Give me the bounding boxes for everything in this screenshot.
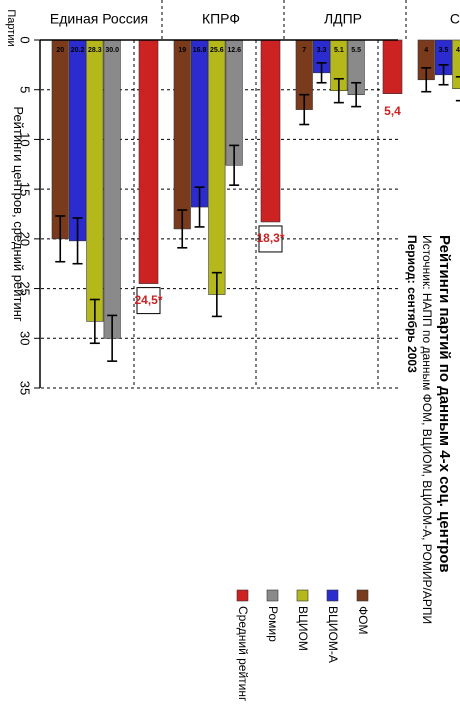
data-label-вциом: 28.3 bbox=[88, 47, 102, 54]
data-label-ромир: 12.6 bbox=[227, 47, 241, 54]
legend-label-средний-рейтинг: Средний рейтинг bbox=[236, 606, 250, 702]
data-label-фом: 19 bbox=[178, 47, 186, 54]
bar-вциом-а-кпрф bbox=[191, 39, 209, 208]
bar-вциом-кпрф bbox=[208, 39, 226, 295]
average-label-кпрф: 18,3* bbox=[256, 231, 284, 245]
bar-фом-кпрф bbox=[173, 39, 191, 230]
chart-source: Источник: НАПП по данным ФОМ, ВЦИОМ, ВЦИ… bbox=[420, 235, 434, 624]
bar-вциом-единая-россия bbox=[86, 39, 104, 322]
legend-label-ромир: Ромир bbox=[266, 606, 280, 642]
category-label-лдпр: ЛДПР bbox=[324, 11, 362, 27]
data-label-фом: 4 bbox=[424, 47, 428, 54]
x-tick-label-35: 35 bbox=[17, 381, 32, 395]
x-tick-label-25: 25 bbox=[17, 281, 32, 295]
legend-label-фом: ФОМ bbox=[356, 606, 370, 634]
data-label-вциом: 5.1 bbox=[334, 47, 344, 54]
legend-label-вциом-а: ВЦИОМ-А bbox=[326, 606, 340, 663]
x-tick-label-5: 5 bbox=[17, 86, 32, 93]
legend-swatch-ромир bbox=[266, 589, 279, 602]
x-tick-label-0: 0 bbox=[17, 36, 32, 43]
data-label-вциом-а: 3.3 bbox=[317, 47, 327, 54]
data-label-вциом-а: 20.2 bbox=[71, 47, 85, 54]
legend-swatch-вциом bbox=[296, 589, 309, 602]
average-label-единая-россия: 24,5* bbox=[134, 293, 162, 307]
legend-label-вциом: ВЦИОМ bbox=[296, 606, 310, 651]
bar-фом-единая-россия bbox=[51, 39, 69, 240]
chart-title: Рейтинги партий по данным 4-х соц. центр… bbox=[436, 235, 453, 573]
category-label-единая-россия: Единая Россия bbox=[50, 11, 148, 27]
average-label-box bbox=[136, 287, 161, 315]
legend-swatch-вциом-а bbox=[326, 589, 339, 602]
x-tick-label-10: 10 bbox=[17, 132, 32, 146]
category-label-спс: СПС bbox=[450, 11, 460, 27]
bar-вциом-а-единая-россия bbox=[68, 39, 87, 242]
bar-средний-рейтинг-единая-россия bbox=[138, 39, 159, 284]
category-label-кпрф: КПРФ bbox=[202, 11, 240, 27]
data-label-ромир: 5.5 bbox=[351, 47, 361, 54]
bar-средний-рейтинг-кпрф bbox=[260, 39, 281, 223]
data-label-ромир: 30.0 bbox=[105, 47, 119, 54]
data-label-фом: 7 bbox=[302, 47, 306, 54]
data-label-вциом-а: 3.5 bbox=[439, 47, 449, 54]
data-label-вциом: 4.9 bbox=[456, 47, 460, 54]
x-axis-label: Рейтинги центров, средний рейтинг bbox=[11, 106, 26, 322]
x-tick-label-15: 15 bbox=[17, 182, 32, 196]
average-label-лдпр: 5,4 bbox=[384, 104, 401, 118]
bar-ромир-единая-россия bbox=[103, 39, 121, 339]
x-tick-label-30: 30 bbox=[17, 331, 32, 345]
chart-period: Период: сентябрь 2003 bbox=[405, 235, 419, 373]
data-label-фом: 20 bbox=[56, 47, 64, 54]
x-tick-label-20: 20 bbox=[17, 232, 32, 246]
legend-swatch-фом bbox=[356, 589, 369, 602]
average-label-box bbox=[258, 225, 283, 253]
bar-средний-рейтинг-лдпр bbox=[382, 39, 403, 94]
data-label-вциом-а: 16.8 bbox=[193, 47, 207, 54]
data-label-вциом: 25.6 bbox=[210, 47, 224, 54]
y-axis-label: Партии bbox=[5, 9, 17, 46]
legend-swatch-средний-рейтинг bbox=[236, 589, 249, 602]
